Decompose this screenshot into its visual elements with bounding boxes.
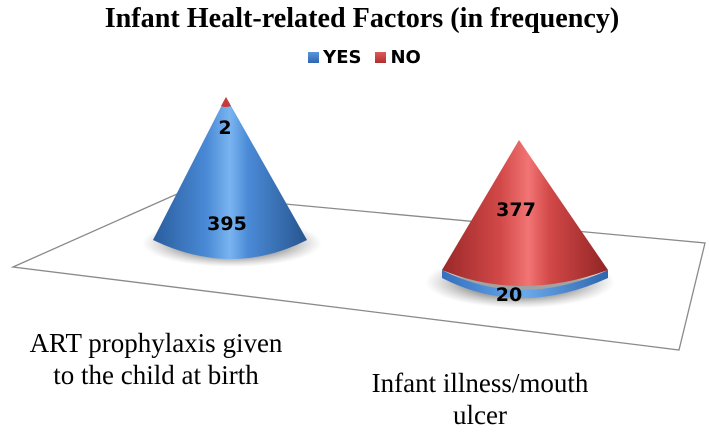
- legend-item-yes: YES: [308, 47, 361, 68]
- value-label-cat2-no: 377: [496, 199, 536, 221]
- chart-legend: YES NO: [0, 47, 709, 68]
- category-label-art-prophylaxis: ART prophylaxis given to the child at bi…: [29, 328, 283, 390]
- legend-label-yes: YES: [323, 47, 362, 68]
- cone-segment-yes: [442, 270, 608, 298]
- legend-item-no: NO: [375, 47, 421, 68]
- cone-segment-no: [221, 97, 231, 107]
- chart-title: Infant Healt-related Factors (in frequen…: [104, 2, 620, 34]
- value-label-cat1-yes: 395: [207, 213, 247, 235]
- legend-swatch-no: [375, 52, 387, 63]
- cone-segment-yes: [153, 97, 307, 259]
- category-label-infant-illness: Infant illness/mouth ulcer: [371, 368, 589, 430]
- cone-infant-illness: 377 20: [425, 140, 615, 308]
- value-label-cat2-yes: 20: [496, 284, 522, 306]
- cone-segment-no: [442, 140, 608, 286]
- legend-swatch-yes: [308, 52, 320, 63]
- cone-art-prophylaxis: 2 395: [142, 97, 322, 267]
- value-label-cat1-no: 2: [218, 117, 231, 139]
- legend-label-no: NO: [390, 47, 421, 68]
